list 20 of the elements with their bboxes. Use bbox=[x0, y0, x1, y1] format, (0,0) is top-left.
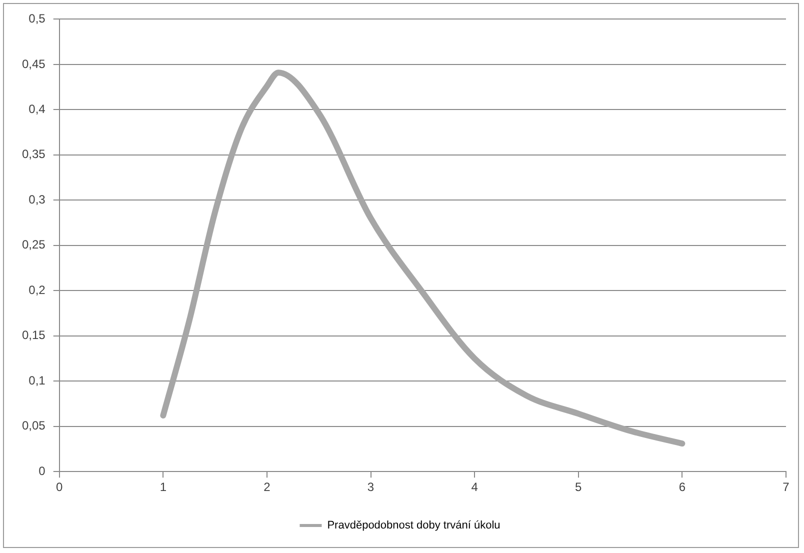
x-tick-label: 5 bbox=[575, 480, 582, 494]
x-tick-label: 6 bbox=[678, 480, 686, 494]
y-tick-label: 0 bbox=[38, 464, 46, 478]
y-tick-label: 0,15 bbox=[22, 328, 46, 342]
x-tick-label: 3 bbox=[367, 480, 374, 494]
x-tick-label: 1 bbox=[160, 480, 167, 494]
x-tick-label: 0 bbox=[56, 480, 64, 494]
x-tick-label: 2 bbox=[264, 480, 271, 494]
y-tick-label: 0,1 bbox=[28, 373, 46, 388]
y-tick-label: 0,05 bbox=[22, 418, 46, 433]
y-tick-label: 0,4 bbox=[28, 102, 46, 116]
y-tick-label: 0,3 bbox=[28, 192, 46, 206]
y-tick-label: 0,35 bbox=[22, 147, 46, 162]
y-tick-label: 0,2 bbox=[28, 282, 46, 297]
y-tick-label: 0,25 bbox=[22, 238, 46, 252]
y-tick-label: 0,5 bbox=[28, 12, 46, 26]
x-tick-label: 4 bbox=[471, 480, 478, 494]
legend-label: Pravděpodobnost doby trvání úkolu bbox=[327, 520, 500, 532]
y-tick-label: 0,45 bbox=[22, 56, 46, 71]
x-tick-label: 7 bbox=[782, 480, 790, 494]
